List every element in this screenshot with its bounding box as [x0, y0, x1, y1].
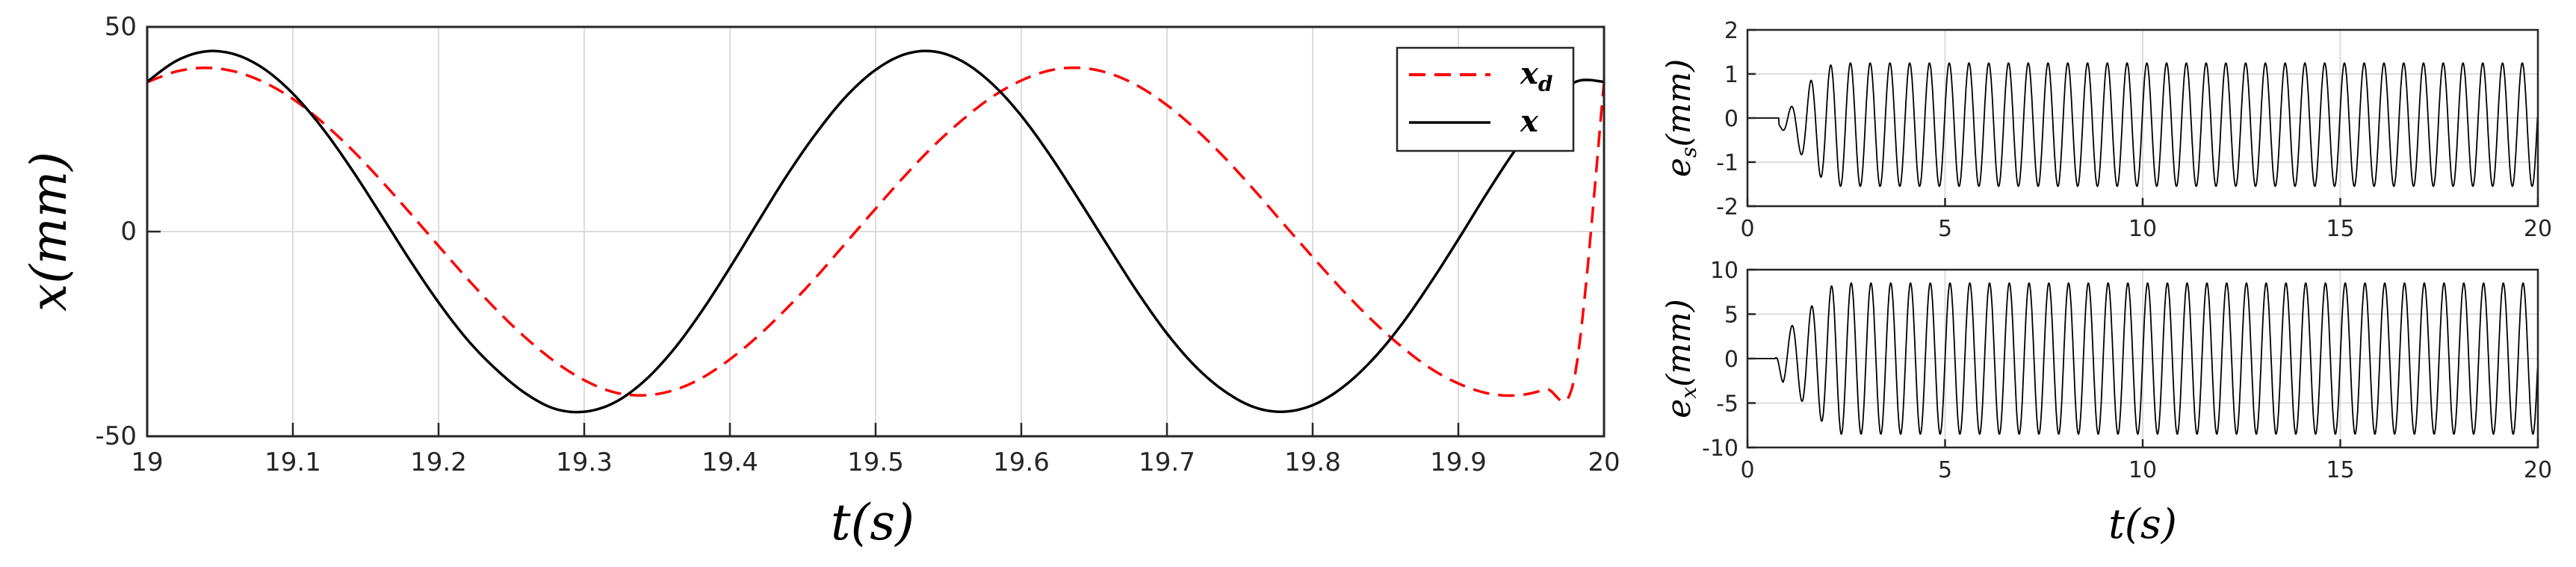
ex-plot: 0 5 10 15 20 -10 -5 0 5 10 ex(mm) t(s): [1660, 258, 2552, 548]
ex-series: [1747, 282, 2539, 435]
y-tick-label: 5: [1724, 303, 1739, 329]
x-tick-label: 10: [2128, 216, 2157, 242]
es-y-axis-label: es(mm): [1660, 59, 1701, 177]
y-tick-label: 2: [1724, 18, 1739, 44]
main-ticks: 19 19.1 19.2 19.3 19.4 19.5 19.6 19.7 19.8 19.9 20…: [95, 12, 1620, 477]
x-tick-label: 19.8: [1284, 447, 1341, 477]
x-tick-label: 19.1: [264, 447, 321, 477]
y-tick-label: 50: [105, 12, 137, 42]
x-tick-label: 15: [2326, 216, 2354, 242]
x-tick-label: 20: [2524, 216, 2552, 242]
x-tick-label: 19.9: [1430, 447, 1487, 477]
x-tick-label: 19.2: [410, 447, 467, 477]
series-line-es: [1747, 62, 2539, 188]
es-series: [1747, 62, 2539, 188]
x-tick-label: 19.7: [1139, 447, 1195, 477]
x-tick-label: 20: [2524, 457, 2552, 483]
y-tick-label: 0: [120, 217, 137, 247]
main-plot: 19 19.1 19.2 19.3 19.4 19.5 19.6 19.7 19.8 19.9 20…: [20, 12, 1620, 551]
legend-box: [1396, 46, 1575, 152]
x-tick-label: 0: [1740, 457, 1754, 483]
ex-y-axis-label: ex(mm): [1660, 299, 1701, 418]
y-tick-label: -2: [1716, 194, 1739, 220]
x-tick-label: 5: [1938, 216, 1952, 242]
ex-ticks: 0 5 10 15 20 -10 -5 0 5 10: [1702, 258, 2552, 483]
main-x-axis-label: t(s): [831, 494, 914, 551]
x-tick-label: 0: [1740, 216, 1754, 242]
es-plot: 0 5 10 15 20 -2 -1 0 1 2 es(mm): [1660, 18, 2552, 242]
y-tick-label: 0: [1724, 347, 1739, 373]
x-tick-label: 20: [1588, 447, 1620, 477]
x-tick-label: 19.4: [702, 447, 758, 477]
x-tick-label: 19.5: [847, 447, 904, 477]
y-tick-label: 0: [1724, 106, 1739, 132]
legend-label-xd: xd: [1520, 56, 1552, 96]
x-tick-label: 10: [2128, 457, 2157, 483]
x-tick-label: 5: [1938, 457, 1952, 483]
series-line-x: [146, 49, 1605, 414]
legend-label-x: x: [1520, 104, 1539, 139]
main-legend: xd x: [1396, 46, 1575, 152]
y-tick-label: -10: [1702, 436, 1739, 462]
main-series: [146, 49, 1606, 414]
x-tick-label: 19.6: [993, 447, 1050, 477]
y-tick-label: 10: [1710, 258, 1739, 284]
x-tick-label: 19.3: [556, 447, 613, 477]
ex-x-axis-label: t(s): [2108, 501, 2177, 548]
x-tick-label: 15: [2326, 457, 2354, 483]
es-ticks: 0 5 10 15 20 -2 -1 0 1 2: [1716, 18, 2552, 242]
y-tick-label: 1: [1724, 62, 1739, 88]
x-tick-label: 19: [131, 447, 163, 477]
series-line-xd: [146, 66, 1606, 403]
series-line-ex: [1747, 282, 2539, 435]
main-y-axis-label: x(mm): [20, 152, 78, 312]
y-tick-label: -5: [1716, 391, 1739, 418]
y-tick-label: -1: [1716, 150, 1739, 176]
y-tick-label: -50: [95, 421, 137, 451]
